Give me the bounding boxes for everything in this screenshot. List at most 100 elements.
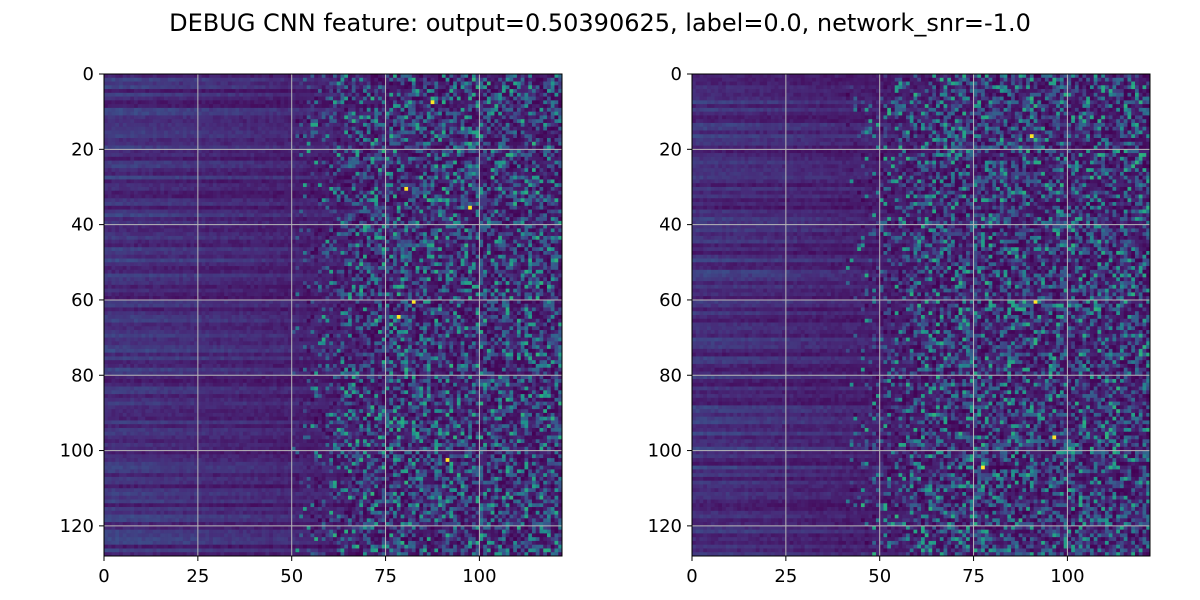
heatmap-cell	[490, 209, 495, 214]
heatmap-cell	[329, 100, 334, 105]
heatmap-cell	[441, 107, 447, 113]
heatmap-cell	[434, 186, 439, 192]
heatmap-cell	[310, 126, 315, 131]
heatmap-cell	[265, 202, 270, 207]
heatmap-cell	[130, 77, 135, 82]
heatmap-cell	[554, 119, 559, 124]
heatmap-cell	[445, 145, 450, 150]
heatmap-cell	[531, 96, 537, 101]
heatmap-cell	[355, 220, 360, 226]
heatmap-cell	[333, 119, 338, 124]
heatmap-cell	[505, 205, 510, 210]
heatmap-cell	[276, 217, 281, 222]
heatmap-cell	[224, 74, 229, 79]
heatmap-cell	[460, 145, 465, 150]
heatmap-cell	[445, 160, 450, 165]
heatmap-cell	[186, 194, 191, 199]
heatmap-cell	[558, 134, 563, 139]
heatmap-cell	[310, 89, 315, 94]
heatmap-cell	[333, 111, 338, 116]
heatmap-cell	[430, 220, 435, 226]
heatmap-cell	[501, 156, 507, 162]
heatmap-cell	[269, 141, 274, 146]
heatmap-cell	[186, 145, 191, 150]
heatmap-cell	[453, 104, 458, 109]
heatmap-cell	[284, 209, 289, 214]
heatmap-cell	[505, 186, 510, 192]
heatmap-cell	[186, 190, 191, 195]
heatmap-cell	[317, 156, 323, 162]
heatmap-cell	[393, 164, 398, 169]
heatmap-cell	[509, 107, 514, 113]
heatmap-cell	[415, 217, 420, 222]
heatmap-cell	[400, 183, 405, 188]
heatmap-cell	[250, 96, 255, 101]
heatmap-cell	[325, 171, 330, 177]
heatmap-cell	[396, 205, 401, 210]
heatmap-cell	[344, 119, 349, 124]
heatmap-cell	[160, 153, 165, 158]
heatmap-cell	[396, 104, 401, 109]
heatmap-cell	[558, 138, 563, 143]
heatmap-cell	[269, 179, 274, 184]
heatmap-cell	[179, 122, 184, 128]
heatmap-cell	[201, 77, 206, 82]
heatmap-cell	[272, 220, 278, 226]
heatmap-cell	[321, 74, 326, 79]
heatmap-cell	[152, 138, 157, 143]
heatmap-cell	[141, 74, 146, 79]
heatmap-cell	[348, 213, 353, 218]
heatmap-cell	[115, 85, 120, 90]
heatmap-cell	[348, 183, 353, 188]
heatmap-cell	[220, 202, 225, 207]
heatmap-cell	[543, 168, 548, 173]
heatmap-cell	[212, 198, 218, 203]
heatmap-cell	[284, 107, 289, 113]
heatmap-cell	[415, 126, 420, 131]
heatmap-cell	[250, 107, 255, 113]
heatmap-cell	[205, 96, 210, 101]
heatmap-cell	[250, 77, 255, 82]
heatmap-cell	[351, 111, 356, 116]
heatmap-cell	[408, 164, 413, 169]
heatmap-cell	[550, 107, 555, 113]
heatmap-cell	[445, 77, 450, 82]
heatmap-cell	[535, 134, 540, 139]
heatmap-cell	[212, 224, 218, 229]
heatmap-cell	[543, 111, 548, 116]
heatmap-cell	[160, 89, 165, 94]
heatmap-cell	[190, 74, 195, 79]
heatmap-cell	[524, 220, 529, 226]
heatmap-cell	[246, 77, 251, 82]
heatmap-cell	[167, 190, 172, 195]
heatmap-cell	[483, 74, 488, 79]
heatmap-cell	[130, 111, 135, 116]
heatmap-cell	[122, 164, 127, 169]
heatmap-cell	[107, 198, 112, 203]
heatmap-cell	[460, 198, 465, 203]
heatmap-cell	[359, 190, 364, 195]
heatmap-cell	[197, 107, 202, 113]
heatmap-cell	[287, 89, 293, 94]
heatmap-cell	[119, 77, 124, 82]
heatmap-cell	[501, 115, 507, 120]
heatmap-cell	[520, 217, 525, 222]
heatmap-cell	[490, 164, 495, 169]
heatmap-cell	[329, 164, 334, 169]
heatmap-cell	[554, 179, 559, 184]
heatmap-cell	[126, 217, 131, 222]
heatmap-cell	[209, 85, 214, 90]
heatmap-cell	[164, 224, 169, 229]
heatmap-cell	[201, 92, 206, 97]
heatmap-cell	[408, 104, 413, 109]
heatmap-cell	[227, 168, 233, 173]
heatmap-cell	[175, 119, 180, 124]
heatmap-cell	[317, 89, 323, 94]
heatmap-cell	[137, 134, 142, 139]
heatmap-cell	[441, 198, 447, 203]
heatmap-cell	[321, 194, 326, 199]
heatmap-cell	[535, 138, 540, 143]
heatmap-cell	[535, 175, 540, 180]
heatmap-cells	[104, 74, 563, 557]
heatmap-cell	[460, 107, 465, 113]
